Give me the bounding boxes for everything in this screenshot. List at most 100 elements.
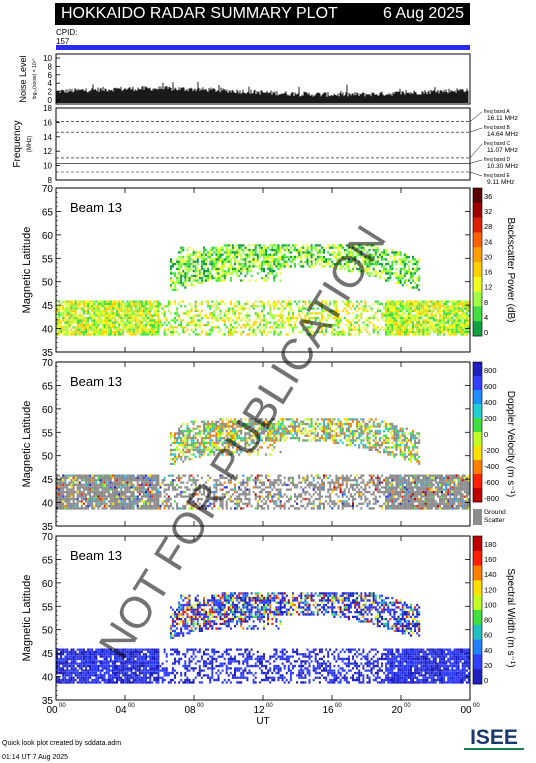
freq-band-value: 9.11 MHz [487,179,514,186]
noise-tick-label: 10 [43,54,52,63]
cpid-block: CPID: 157 [56,28,77,46]
cpid-bar [56,45,470,50]
power-lat-ticks: 70 65 60 55 50 45 40 35 [42,184,470,359]
colorbar-segment [473,217,482,233]
velocity-ylabel: Magnetic Latitude [21,401,33,488]
power-beam-label: Beam 13 [70,200,122,215]
freq-tick-label: 12 [43,147,52,156]
freq-tick-label: 8 [48,176,53,185]
colorbar-tick-label: 160 [484,555,497,564]
plot-date: 6 Aug 2025 [383,5,464,22]
colorbar-tick-label: 36 [484,192,492,201]
colorbar-tick-label: 0 [484,328,488,337]
colorbar-segment [473,488,482,503]
colorbar-segment [473,624,482,640]
colorbar-tick-label: 200 [484,414,497,423]
colorbar-segment [473,321,482,337]
colorbar-tick-label: 20 [484,661,492,670]
colorbar-segment [473,418,482,433]
colorbar-segment [473,404,482,419]
colorbar-frame [472,187,483,337]
freq-band-leader [469,127,483,133]
colorbar-segment [473,595,482,611]
ground-scatter-swatch [473,509,482,525]
colorbar-tick-label: 0 [484,430,488,439]
freq-band-value: 14.64 MHz [487,131,518,138]
freq-band-name: freq band E [484,173,511,179]
lat-tick-label: 65 [42,381,54,392]
freq-tick-label: 14 [43,133,52,142]
colorbar-tick-label: 180 [484,540,497,549]
time-tick-label: 00 [460,705,472,716]
power-heatmap [56,244,470,336]
velocity-colorbar: 800 600 400 200 0 -200 -400 -600 -800 [472,361,499,503]
footer-line-1: Quick look plot created by sddata.adm [2,740,122,747]
colorbar-segment [473,639,482,655]
lat-tick-label: 70 [42,184,54,195]
width-ylabel: Magnetic Latitude [21,575,33,662]
power-colorbar-label: Backscatter Power (dB) [505,217,516,322]
noise-tick-label: 2 [48,88,53,97]
lat-tick-label: 70 [42,532,54,543]
colorbar-segment [473,460,482,475]
colorbar-tick-label: 400 [484,398,497,407]
time-tick-sup: 00 [473,703,480,709]
colorbar-tick-label: 0 [484,676,488,685]
time-tick-sup: 00 [335,703,342,709]
lat-tick-label: 50 [42,452,54,463]
heatmap-cells [56,244,470,336]
lat-tick-label: 55 [42,602,54,613]
lat-tick-label: 65 [42,207,54,218]
lat-tick-label: 50 [42,626,54,637]
colorbar-tick-label: 40 [484,646,492,655]
freq-tick-label: 16 [43,118,52,127]
colorbar-tick-label: -400 [484,462,499,471]
colorbar-segment [473,390,482,405]
colorbar-tick-label: -600 [484,478,499,487]
lat-tick-label: 35 [42,696,54,707]
time-tick-label: 00 [46,705,58,716]
heatmap-cells [62,418,470,510]
colorbar-tick-label: 120 [484,585,497,594]
lat-tick-label: 45 [42,649,54,660]
time-tick-label: 16 [322,705,334,716]
colorbar-segment [473,432,482,447]
freq-frame [55,107,471,181]
noise-trace [56,81,469,103]
lat-tick-label: 45 [42,475,54,486]
time-axis-label: UT [256,716,269,727]
freq-lines [56,121,470,173]
lat-tick-label: 50 [42,278,54,289]
time-tick-label: 04 [115,705,127,716]
heatmap-cells [56,300,470,336]
freq-band-name: freq band C [484,141,511,147]
time-tick-sup: 00 [59,703,66,709]
noise-tick-label: 0 [48,96,53,105]
freq-tick-label: 18 [43,104,52,113]
power-colorbar: 36 32 28 24 20 16 12 8 4 0 [472,187,492,337]
lat-tick-label: 35 [42,348,54,359]
freq-band-leader [469,159,483,164]
plot-title: HOKKAIDO RADAR SUMMARY PLOT [61,5,338,22]
colorbar-segment [473,446,482,461]
time-tick-sup: 00 [404,703,411,709]
lat-tick-label: 70 [42,358,54,369]
colorbar-segment [473,580,482,596]
colorbar-tick-label: 24 [484,237,492,246]
ground-scatter-label-1: Ground [484,509,506,516]
noise-ylabel: Noise Level [18,55,28,102]
colorbar-segment [473,536,482,552]
colorbar-segment [473,654,482,670]
width-colorbar-label: Spectral Width (m s⁻¹) [505,568,516,667]
velocity-beam-label: Beam 13 [70,374,122,389]
velocity-lat-ticks: 70 65 60 55 50 45 40 35 [42,358,470,533]
noise-bars [56,81,469,103]
lat-tick-label: 60 [42,405,54,416]
velocity-panel: 70 65 60 55 50 45 40 35 Beam 13 Magnetic Latitu… [21,358,516,533]
width-lat-ticks: 70 65 60 55 50 45 40 35 [42,532,470,707]
noise-tick-label: 4 [48,79,53,88]
colorbar-tick-label: 20 [484,252,492,261]
